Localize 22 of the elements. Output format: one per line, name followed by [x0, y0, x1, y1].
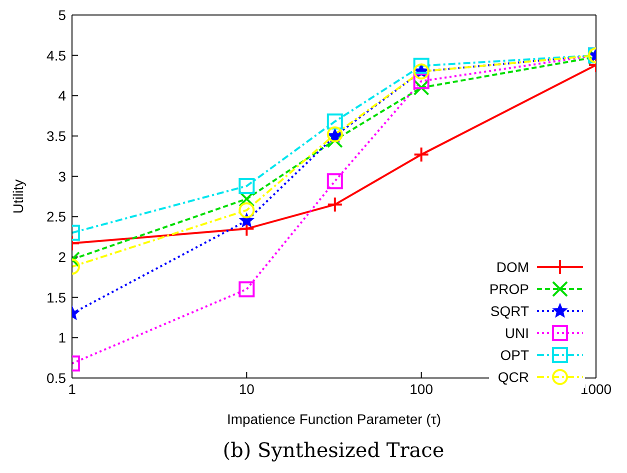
y-tick-label: 0.5	[46, 370, 66, 386]
x-axis-title: Impatience Function Parameter (τ)	[226, 411, 442, 427]
y-tick-label: 2	[58, 248, 66, 265]
legend-label: OPT	[500, 347, 529, 363]
y-tick-label: 5	[58, 6, 66, 23]
y-axis-title: Utility	[10, 179, 26, 214]
y-tick-label: 4	[58, 88, 66, 104]
x-tick-label: 100	[410, 380, 434, 397]
legend-label: QCR	[498, 369, 529, 385]
legend-label: UNI	[504, 325, 529, 341]
y-tick-label: 3	[58, 168, 66, 184]
y-tick-label: 4.5	[46, 47, 66, 64]
legend-label: DOM	[496, 259, 529, 275]
text: (b) Synthesized Trace	[222, 438, 446, 462]
y-tick-label: 1	[58, 330, 66, 346]
x-tick-label: 10	[238, 380, 255, 397]
y-tick-label: 1.5	[46, 289, 66, 306]
legend-label: SQRT	[490, 303, 529, 319]
legend-label: PROP	[489, 281, 529, 297]
y-tick-label: 2.5	[46, 208, 66, 225]
y-tick-label: 3.5	[46, 128, 66, 144]
x-tick-label: 1	[68, 380, 76, 397]
